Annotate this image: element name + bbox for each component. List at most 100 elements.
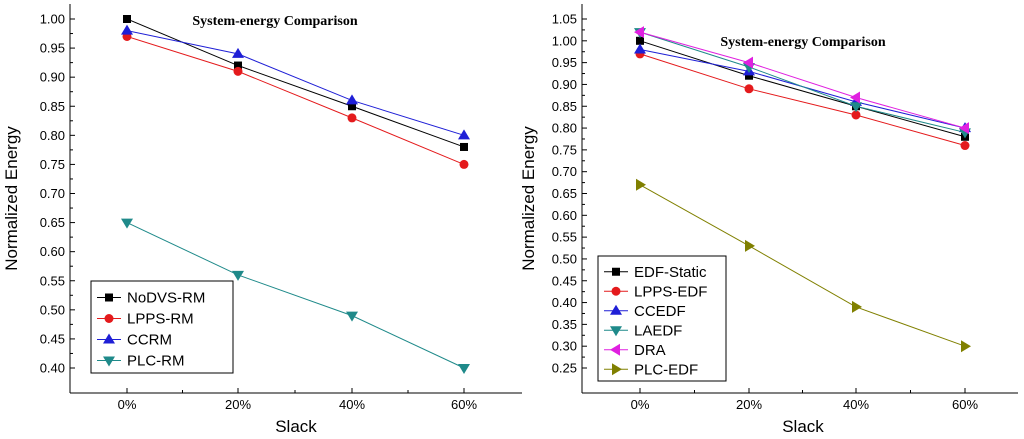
series-PLC-EDF — [636, 178, 971, 353]
series-DRA — [634, 26, 969, 135]
series-CCRM — [121, 24, 470, 140]
data-point — [636, 36, 644, 45]
data-point — [851, 110, 861, 120]
series-line — [639, 31, 966, 129]
legend: EDF-Static LPPS-EDF CCEDF LAEDF DRA PLC-EDF — [597, 255, 727, 382]
legend-label: PLC-EDF — [634, 361, 698, 378]
series-LPPS-EDF — [635, 49, 970, 151]
data-point — [459, 159, 469, 169]
data-point — [961, 340, 971, 353]
chart-1: 0.40 0.45 0.50 0.55 0.60 0.65 0.70 0.75 0.80 0.85… — [2, 4, 522, 436]
series-NoDVS-RM — [123, 15, 468, 151]
y-tick-label: 0.40 — [40, 361, 65, 376]
legend: NoDVS-RM LPPS-RM CCRM PLC-RM — [90, 280, 234, 374]
legend-marker — [103, 333, 115, 344]
x-tick-label: 0% — [118, 397, 137, 412]
x-tick-label: 60% — [952, 397, 978, 412]
series-line — [639, 49, 966, 129]
x-tick-label: 40% — [843, 397, 869, 412]
y-tick-label: 0.40 — [552, 295, 577, 310]
y-tick-label: 0.95 — [552, 55, 577, 70]
data-point — [346, 94, 358, 105]
series-line — [126, 35, 465, 165]
data-point — [745, 239, 755, 252]
data-point — [960, 141, 970, 151]
y-tick-label: 0.65 — [552, 186, 577, 201]
x-tick-label: 20% — [736, 397, 762, 412]
data-point — [233, 66, 243, 76]
series-EDF-Static — [636, 36, 969, 141]
data-point — [850, 102, 862, 113]
legend-marker — [103, 356, 115, 367]
data-point — [743, 56, 753, 69]
data-point — [232, 47, 244, 58]
y-tick-label: 0.35 — [552, 317, 577, 332]
x-axis-title: Slack — [782, 417, 824, 436]
data-point — [744, 84, 754, 94]
y-tick-label: 0.75 — [552, 142, 577, 157]
data-point — [850, 91, 860, 104]
x-tick-label: 20% — [225, 397, 251, 412]
x-tick-label: 0% — [631, 397, 650, 412]
legend-box — [90, 280, 234, 374]
y-tick-label: 0.45 — [40, 331, 65, 346]
data-point — [347, 113, 357, 123]
legend-label: CCRM — [127, 332, 172, 349]
y-tick-label: 0.75 — [40, 157, 65, 172]
series-CCEDF — [634, 43, 971, 133]
data-point — [634, 43, 646, 54]
y-tick-label: 0.65 — [40, 215, 65, 230]
legend-marker — [611, 286, 621, 296]
legend-label: DRA — [634, 342, 666, 359]
x-tick-label: 40% — [339, 397, 365, 412]
y-tick-label: 0.80 — [40, 128, 65, 143]
y-tick-label: 0.45 — [552, 273, 577, 288]
series-line — [639, 31, 966, 133]
y-axis-title: Normalized Energy — [519, 126, 538, 271]
data-point — [458, 129, 470, 140]
series-line — [639, 53, 966, 146]
legend-marker — [612, 267, 620, 276]
series-line — [639, 40, 966, 138]
data-point — [346, 311, 358, 322]
y-tick-label: 0.55 — [40, 273, 65, 288]
data-point — [458, 364, 470, 374]
legend-label: LAEDF — [634, 322, 682, 339]
legend-box — [597, 255, 727, 382]
series-line — [126, 18, 465, 148]
legend-marker — [610, 326, 622, 337]
y-tick-label: 0.50 — [40, 302, 65, 317]
y-tick-label: 0.55 — [552, 230, 577, 245]
chart-title: System-energy Comparison — [192, 14, 357, 29]
data-point — [123, 15, 131, 23]
series-line — [126, 222, 465, 369]
y-tick-label: 0.70 — [552, 164, 577, 179]
series-LPPS-RM — [122, 31, 469, 169]
y-tick-label: 0.95 — [40, 41, 65, 56]
y-tick-label: 1.00 — [552, 33, 577, 48]
data-point — [636, 178, 646, 191]
y-tick-label: 0.60 — [40, 244, 65, 259]
x-axis-title: Slack — [275, 417, 317, 436]
y-tick-label: 0.90 — [40, 70, 65, 85]
chart-title: System-energy Comparison — [720, 35, 885, 50]
legend-label: LPPS-EDF — [634, 283, 707, 300]
legend-label: EDF-Static — [634, 264, 707, 281]
y-tick-label: 0.80 — [552, 121, 577, 136]
data-point — [852, 300, 862, 313]
chart-2: 0.25 0.30 0.35 0.40 0.45 0.50 0.55 0.60 0.65 0.70… — [519, 4, 1018, 436]
y-tick-label: 1.05 — [552, 12, 577, 27]
y-tick-label: 0.85 — [40, 99, 65, 114]
legend-marker — [610, 343, 620, 356]
data-point — [460, 142, 468, 151]
legend-label: PLC-RM — [127, 353, 185, 370]
y-tick-label: 0.70 — [40, 186, 65, 201]
y-tick-label: 0.30 — [552, 339, 577, 354]
series-PLC-RM — [121, 218, 470, 374]
y-tick-label: 1.00 — [40, 12, 65, 27]
data-point — [121, 24, 133, 35]
series-line — [126, 30, 465, 136]
legend-label: LPPS-RM — [127, 311, 194, 328]
data-point — [959, 122, 969, 135]
